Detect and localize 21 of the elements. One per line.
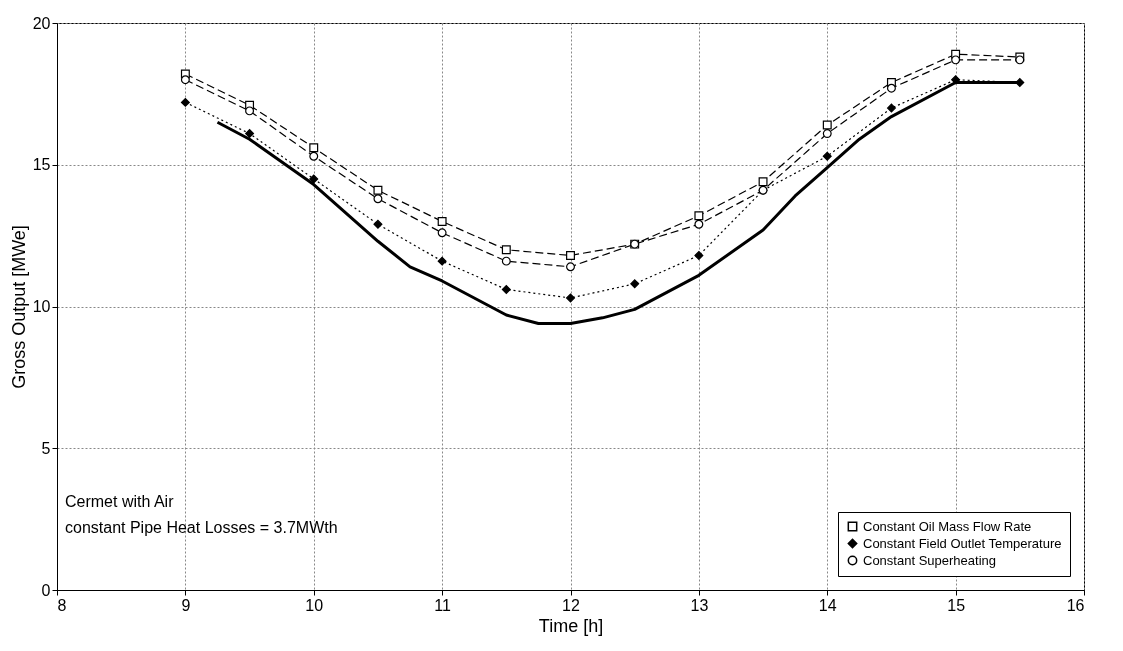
x-tick-label: 13 bbox=[690, 596, 709, 614]
annotation: Cermet with Air bbox=[65, 493, 175, 510]
x-axis-title: Time [h] bbox=[538, 615, 604, 636]
x-tick-label: 12 bbox=[562, 596, 580, 614]
y-tick-label: 20 bbox=[32, 14, 51, 32]
y-tick-label: 0 bbox=[41, 581, 51, 599]
y-tick-label: 5 bbox=[41, 439, 51, 457]
x-tick-label: 11 bbox=[434, 596, 452, 614]
legend-label: Constant Oil Mass Flow Rate bbox=[863, 518, 1032, 534]
legend-label: Constant Superheating bbox=[863, 552, 996, 568]
y-axis-title: Gross Output [MWe] bbox=[8, 225, 29, 389]
annotation: constant Pipe Heat Losses = 3.7MWth bbox=[65, 519, 338, 536]
x-tick-label: 9 bbox=[181, 596, 191, 614]
x-tick-label: 10 bbox=[305, 596, 324, 614]
x-tick-label: 16 bbox=[1066, 596, 1085, 614]
legend-label: Constant Field Outlet Temperature bbox=[863, 535, 1062, 551]
y-tick-label: 10 bbox=[32, 298, 51, 315]
x-tick-label: 14 bbox=[818, 596, 837, 614]
y-tick-label: 15 bbox=[32, 156, 51, 174]
x-tick-label: 8 bbox=[57, 596, 67, 614]
x-tick-label: 15 bbox=[947, 596, 966, 614]
